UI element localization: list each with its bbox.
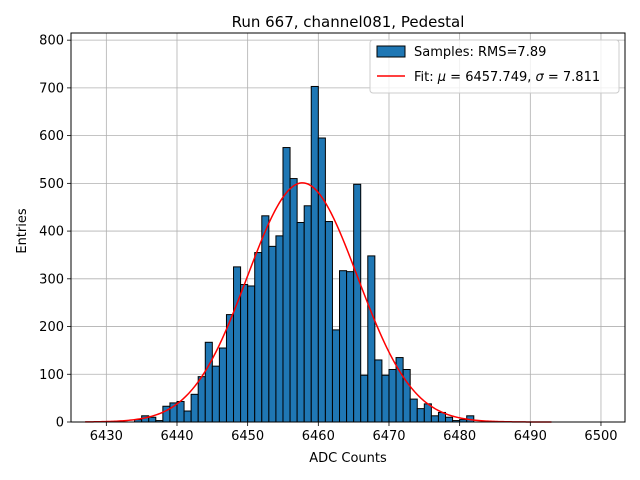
histogram-bar: [218, 347, 227, 423]
legend-fit-mu-symbol: μ: [437, 70, 446, 85]
histogram-bar: [225, 314, 235, 423]
legend-box: [369, 39, 620, 94]
histogram-bar: [233, 266, 242, 423]
histogram-bar: [289, 178, 298, 423]
histogram-bar: [367, 255, 376, 423]
histogram-bar: [346, 271, 355, 423]
y-tick-label: 300: [39, 272, 64, 287]
histogram-bar: [331, 329, 341, 423]
x-tick-label: 6480: [443, 429, 476, 444]
x-tick-label: 6490: [514, 429, 547, 444]
histogram-bar: [176, 400, 185, 423]
histogram-bar: [247, 285, 256, 423]
histogram-bar: [409, 398, 418, 423]
histogram-bar: [204, 341, 213, 423]
histogram-bar: [317, 137, 326, 423]
legend-fit-prefix: Fit:: [414, 70, 438, 85]
x-tick-label: 6470: [372, 429, 405, 444]
histogram-bar: [197, 376, 206, 423]
histogram-bar: [339, 270, 348, 423]
fit-curve: [85, 182, 552, 423]
y-tick-label: 500: [39, 177, 64, 192]
histogram-bar: [275, 235, 284, 423]
histogram-bar: [183, 410, 192, 423]
histogram-bar: [303, 205, 312, 423]
histogram-bar: [148, 416, 157, 423]
x-tick-label: 6450: [231, 429, 264, 444]
legend-fit-sigma-value: = 7.811: [544, 70, 600, 85]
legend-fit-mu-value: = 6457.749,: [446, 70, 535, 85]
legend-samples-label: Samples: RMS=7.89: [414, 45, 546, 60]
x-tick-label: 6500: [584, 429, 617, 444]
histogram-bar: [282, 147, 291, 423]
legend-fit-label: Fit: μ = 6457.749, σ = 7.811: [414, 70, 600, 85]
plot-area: 6430 6440 6450 6460 6470 6480 6490 6500 0 100 200…: [39, 32, 626, 444]
y-tick-label: 100: [39, 368, 64, 383]
y-tick-label: 0: [56, 416, 64, 431]
histogram-bar: [430, 415, 439, 423]
chart-title: Run 667, channel081, Pedestal: [232, 13, 465, 31]
axes-frame: [70, 32, 626, 423]
y-tick-label: 800: [39, 34, 64, 49]
y-tick-label: 200: [39, 320, 64, 335]
legend: Samples: RMS=7.89 Fit: μ = 6457.749, σ =…: [369, 39, 620, 94]
x-axis-label: ADC Counts: [309, 451, 387, 466]
histogram-bar: [388, 368, 397, 423]
y-tick-label: 400: [39, 225, 64, 240]
histogram-bar: [268, 245, 277, 423]
histogram-bar: [296, 221, 305, 423]
histogram-bar: [374, 359, 383, 423]
y-tick-label: 700: [39, 81, 64, 96]
legend-samples-swatch: [376, 45, 406, 58]
histogram-bar: [240, 284, 249, 423]
x-tick-label: 6460: [302, 429, 335, 444]
histogram-bar: [360, 374, 369, 423]
legend-fit-sigma-symbol: σ: [536, 70, 545, 85]
x-axis-ticks: 6430 6440 6450 6460 6470 6480 6490 6500: [90, 422, 618, 444]
histogram-bar: [190, 393, 199, 423]
x-tick-label: 6430: [90, 429, 123, 444]
histogram-bar: [211, 365, 220, 423]
histogram-bar: [254, 252, 263, 423]
y-axis-ticks: 0 100 200 300 400 500 600 700 800: [39, 34, 71, 431]
histogram-bar: [310, 85, 319, 423]
histogram-bars: [134, 85, 475, 423]
histogram-bar: [353, 183, 362, 423]
x-tick-label: 6440: [160, 429, 193, 444]
y-axis-label: Entries: [15, 208, 30, 254]
histogram-bar: [416, 408, 425, 423]
histogram-bar: [445, 416, 454, 423]
histogram-bar: [261, 215, 270, 423]
histogram-bar: [324, 221, 333, 423]
y-tick-label: 600: [39, 129, 64, 144]
histogram-bar: [381, 374, 390, 423]
